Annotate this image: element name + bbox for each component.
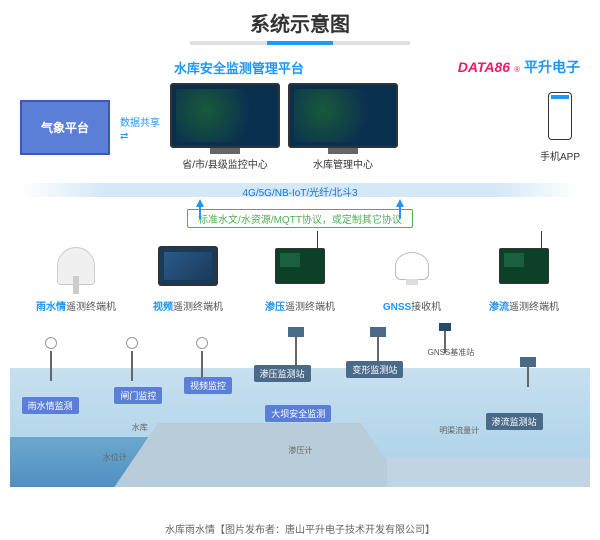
rain-sensor-icon — [57, 247, 95, 285]
device-seepage-flow: 渗流遥测终端机 — [479, 236, 569, 313]
tag-seepage-flow: 渗流监测站 — [486, 413, 543, 430]
device-seepage-pressure: 渗压遥测终端机 — [255, 236, 345, 313]
tag-dam-safety: 大坝安全监测 — [265, 405, 331, 422]
device-rain: 雨水情遥测终端机 — [31, 236, 121, 313]
label-gnss-base: GNSS基准站 — [428, 347, 475, 358]
station-flow — [520, 357, 536, 387]
platform-title: 水库安全监测管理平台 — [174, 58, 304, 77]
device-video: 视频遥测终端机 — [143, 236, 233, 313]
image-caption: 水库雨水情【图片发布者：唐山平升电子技术开发有限公司】 — [0, 521, 600, 536]
label-reservoir: 水库 — [132, 422, 148, 433]
tag-gate: 闸门监控 — [114, 387, 162, 404]
monitor-screen-icon — [288, 83, 398, 148]
gnss-dome-icon — [395, 252, 429, 280]
arrow-up-icon — [196, 199, 204, 207]
monitor-group: 省/市/县级监控中心 水库管理中心 — [170, 83, 530, 171]
brand-en: DATA86 — [458, 59, 510, 75]
field-diagram: 雨水情监测 闸门监控 视频监控 渗压监测站 变形监测站 大坝安全监测 渗流监测站… — [10, 317, 590, 487]
video-terminal-icon — [158, 246, 218, 286]
station-seepage — [288, 327, 304, 367]
platform-header: 水库安全监测管理平台 DATA86 ® 平升电子 — [0, 49, 600, 79]
downstream-ground — [387, 457, 590, 487]
rtu-box-icon — [275, 248, 325, 284]
tag-deform: 变形监测站 — [346, 361, 403, 378]
station-video — [196, 335, 208, 381]
label-channel: 明渠流量计 — [439, 425, 479, 436]
title-underline — [190, 41, 410, 45]
network-band: 4G/5G/NB-IoT/光纤/北斗3 — [20, 183, 580, 197]
station-rain — [45, 335, 57, 381]
monitor-screen-icon — [170, 83, 280, 148]
main-title: 系统示意图 — [250, 8, 350, 37]
dam-body — [114, 407, 404, 487]
label-water-level: 水位计 — [103, 452, 127, 463]
monitor-reservoir: 水库管理中心 — [288, 83, 398, 171]
device-layer: 雨水情遥测终端机 视频遥测终端机 渗压遥测终端机 GNSS接收机 渗流遥测终端机 — [0, 232, 600, 315]
platform-layer: 气象平台 数据共享 ⇄ 省/市/县级监控中心 水库管理中心 手机APP — [0, 79, 600, 179]
monitor-provincial: 省/市/县级监控中心 — [170, 83, 280, 171]
station-gate — [126, 335, 138, 381]
weather-platform-box: 气象平台 — [20, 100, 110, 155]
tag-video: 视频监控 — [184, 377, 232, 394]
arrow-up-icon — [396, 199, 404, 207]
data-share-label: 数据共享 ⇄ — [120, 113, 160, 142]
brand-logo: DATA86 ® 平升电子 — [458, 57, 580, 77]
protocol-box: 标准水文/水资源/MQTT协议，或定制其它协议 — [20, 209, 580, 228]
uplink-arrows — [0, 199, 600, 207]
tag-seepage-pressure: 渗压监测站 — [254, 365, 311, 382]
phone-icon — [548, 92, 572, 140]
brand-reg: ® — [514, 65, 520, 74]
device-gnss: GNSS接收机 — [367, 236, 457, 313]
label-seep-meter: 渗压计 — [288, 445, 312, 456]
rtu-box-icon — [499, 248, 549, 284]
title-section: 系统示意图 — [0, 0, 600, 49]
brand-cn: 平升电子 — [524, 57, 580, 77]
tag-rain: 雨水情监测 — [22, 397, 79, 414]
mobile-app: 手机APP — [540, 92, 580, 163]
